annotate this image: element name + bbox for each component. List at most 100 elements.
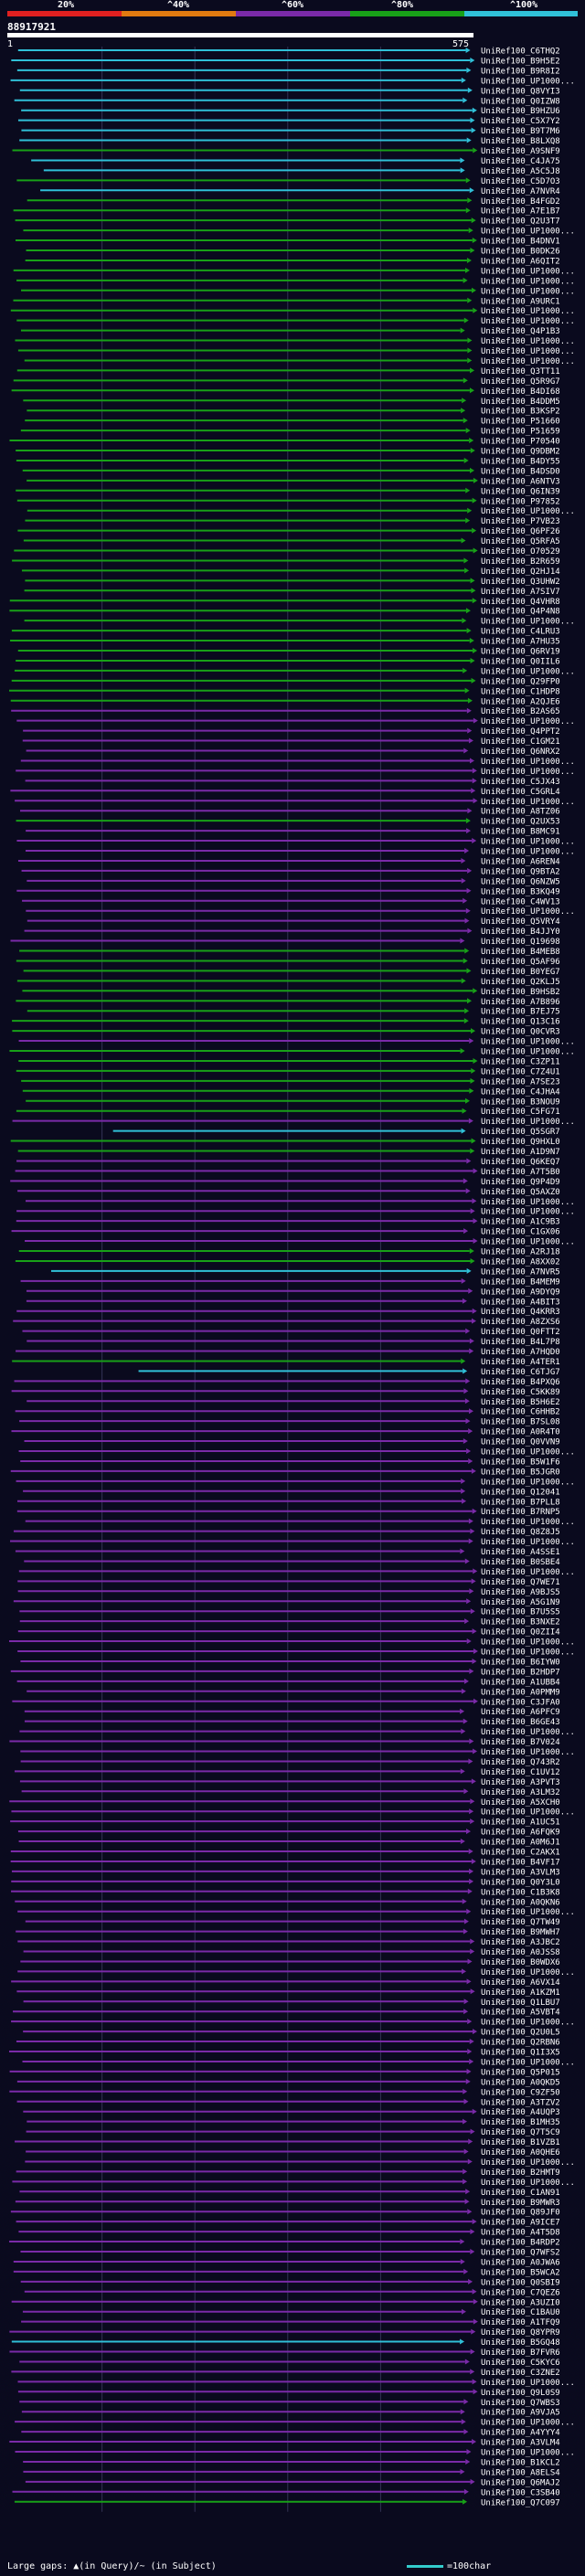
hit-label[interactable]: UniRef100_C5X7Y2 [481,117,560,126]
hit-label[interactable]: UniRef100_A4SSE1 [481,1548,560,1557]
hit-label[interactable]: UniRef100_A7HQD0 [481,1348,560,1357]
hit-label[interactable]: UniRef100_C1AN91 [481,2189,560,2198]
hit-label[interactable]: UniRef100_Q6MAJ2 [481,2478,560,2487]
hit-label[interactable]: UniRef100_A9VJA5 [481,2409,560,2418]
hit-label[interactable]: UniRef100_UP1000... [481,1478,575,1487]
hit-label[interactable]: UniRef100_A6VX14 [481,1978,560,1988]
hit-label[interactable]: UniRef100_A8ELS4 [481,2468,560,2477]
hit-label[interactable]: UniRef100_Q5RFA5 [481,537,560,546]
hit-label[interactable]: UniRef100_UP1000... [481,1538,575,1547]
hit-label[interactable]: UniRef100_UP1000... [481,1238,575,1247]
hit-label[interactable]: UniRef100_UP1000... [481,277,575,286]
hit-label[interactable]: UniRef100_B7SL08 [481,1418,560,1427]
hit-label[interactable]: UniRef100_A6QIT2 [481,257,560,266]
hit-label[interactable]: UniRef100_Q2RBN6 [481,2039,560,2048]
hit-label[interactable]: UniRef100_UP1000... [481,307,575,316]
hit-label[interactable]: UniRef100_A7SIV7 [481,588,560,597]
hit-label[interactable]: UniRef100_B0SBE4 [481,1558,560,1567]
hit-label[interactable]: UniRef100_C4JA75 [481,157,560,166]
hit-label[interactable]: UniRef100_B3NXE2 [481,1618,560,1627]
hit-label[interactable]: UniRef100_B7EJ75 [481,1008,560,1017]
hit-label[interactable]: UniRef100_B8LXQ8 [481,137,560,146]
hit-label[interactable]: UniRef100_A9BJS5 [481,1588,560,1597]
hit-label[interactable]: UniRef100_B4MEB8 [481,948,560,957]
hit-label[interactable]: UniRef100_B4DNV1 [481,238,560,247]
hit-label[interactable]: UniRef100_A1UC51 [481,1818,560,1828]
hit-label[interactable]: UniRef100_UP1000... [481,317,575,326]
hit-label[interactable]: UniRef100_B9HSB2 [481,988,560,997]
hit-label[interactable]: UniRef100_UP1000... [481,2178,575,2188]
hit-label[interactable]: UniRef100_B9HZU6 [481,107,560,116]
hit-label[interactable]: UniRef100_Q8Z8J5 [481,1528,560,1537]
hit-label[interactable]: UniRef100_B1MH35 [481,2118,560,2127]
hit-label[interactable]: UniRef100_A4TER1 [481,1358,560,1367]
hit-label[interactable]: UniRef100_Q5SGR7 [481,1128,560,1137]
hit-label[interactable]: UniRef100_B4PXQ6 [481,1378,560,1387]
hit-label[interactable]: UniRef100_A5XCH0 [481,1798,560,1807]
hit-label[interactable]: UniRef100_UP1000... [481,1728,575,1737]
hit-label[interactable]: UniRef100_UP1000... [481,768,575,777]
hit-label[interactable]: UniRef100_A5VBT4 [481,2009,560,2018]
hit-label[interactable]: UniRef100_Q0IZW8 [481,97,560,106]
hit-label[interactable]: UniRef100_P70540 [481,438,560,447]
hit-label[interactable]: UniRef100_B1VZB1 [481,2138,560,2147]
hit-label[interactable]: UniRef100_UP1000... [481,357,575,366]
hit-label[interactable]: UniRef100_B3KSP2 [481,408,560,417]
hit-label[interactable]: UniRef100_B2HMT9 [481,2168,560,2178]
hit-label[interactable]: UniRef100_Q89JF0 [481,2209,560,2218]
hit-label[interactable]: UniRef100_Q6NZW5 [481,877,560,886]
hit-label[interactable]: UniRef100_Q19698 [481,938,560,947]
hit-label[interactable]: UniRef100_A3PVT3 [481,1778,560,1787]
hit-label[interactable]: UniRef100_B0DK26 [481,248,560,257]
hit-label[interactable]: UniRef100_A1UBB4 [481,1678,560,1687]
hit-label[interactable]: UniRef100_Q6RV19 [481,648,560,657]
hit-label[interactable]: UniRef100_Q13C16 [481,1018,560,1027]
hit-label[interactable]: UniRef100_UP1000... [481,77,575,86]
hit-label[interactable]: UniRef100_UP1000... [481,848,575,857]
hit-label[interactable]: UniRef100_B9T7M6 [481,127,560,136]
hit-label[interactable]: UniRef100_A3TZV2 [481,2098,560,2107]
hit-label[interactable]: UniRef100_Q0ZII4 [481,1628,560,1638]
hit-label[interactable]: UniRef100_Q2U3T7 [481,217,560,227]
hit-label[interactable]: UniRef100_Q4PPT2 [481,727,560,737]
hit-label[interactable]: UniRef100_A7B896 [481,998,560,1007]
hit-label[interactable]: UniRef100_B1KCL2 [481,2458,560,2467]
hit-label[interactable]: UniRef100_C1BAU0 [481,2308,560,2317]
hit-label[interactable]: UniRef100_C5D7O3 [481,177,560,186]
hit-label[interactable]: UniRef100_C5FG71 [481,1108,560,1117]
hit-label[interactable]: UniRef100_A0QHE6 [481,2148,560,2157]
hit-label[interactable]: UniRef100_B7V024 [481,1738,560,1747]
hit-label[interactable]: UniRef100_A1TFQ9 [481,2318,560,2327]
hit-label[interactable]: UniRef100_B7PLL8 [481,1498,560,1507]
hit-label[interactable]: UniRef100_C1B3K8 [481,1888,560,1897]
hit-label[interactable]: UniRef100_A4UQP3 [481,2108,560,2117]
hit-label[interactable]: UniRef100_C1GM21 [481,737,560,747]
hit-label[interactable]: UniRef100_Q8VYI3 [481,87,560,96]
hit-label[interactable]: UniRef100_C4LRU3 [481,628,560,637]
hit-label[interactable]: UniRef100_Q2HJ14 [481,567,560,577]
hit-label[interactable]: UniRef100_B7FVR6 [481,2348,560,2358]
hit-label[interactable]: UniRef100_A1D9N7 [481,1148,560,1157]
hit-label[interactable]: UniRef100_B6IYW0 [481,1658,560,1667]
hit-label[interactable]: UniRef100_Q2KLJ5 [481,978,560,987]
hit-label[interactable]: UniRef100_B4DY55 [481,457,560,466]
hit-label[interactable]: UniRef100_C3ZP11 [481,1057,560,1066]
hit-label[interactable]: UniRef100_Q29FP0 [481,677,560,686]
hit-label[interactable]: UniRef100_Q5VRY4 [481,917,560,927]
hit-label[interactable]: UniRef100_UP1000... [481,507,575,516]
hit-label[interactable]: UniRef100_A0JSS8 [481,1948,560,1957]
hit-label[interactable]: UniRef100_A8XX02 [481,1257,560,1267]
hit-label[interactable]: UniRef100_A9URC1 [481,297,560,306]
hit-label[interactable]: UniRef100_B4DSD0 [481,467,560,476]
hit-label[interactable]: UniRef100_A0QKD5 [481,2078,560,2087]
hit-label[interactable]: UniRef100_A6REN4 [481,857,560,866]
hit-label[interactable]: UniRef100_Q7WE71 [481,1578,560,1587]
hit-label[interactable]: UniRef100_A6NTV3 [481,477,560,486]
hit-label[interactable]: UniRef100_A7NVR4 [481,187,560,196]
hit-label[interactable]: UniRef100_A4BIT3 [481,1298,560,1307]
hit-label[interactable]: UniRef100_P51659 [481,428,560,437]
hit-label[interactable]: UniRef100_Q743R2 [481,1758,560,1767]
hit-label[interactable]: UniRef100_Q3UHW2 [481,578,560,587]
hit-label[interactable]: UniRef100_Q9HXL0 [481,1138,560,1147]
hit-label[interactable]: UniRef100_A6PFC9 [481,1708,560,1717]
